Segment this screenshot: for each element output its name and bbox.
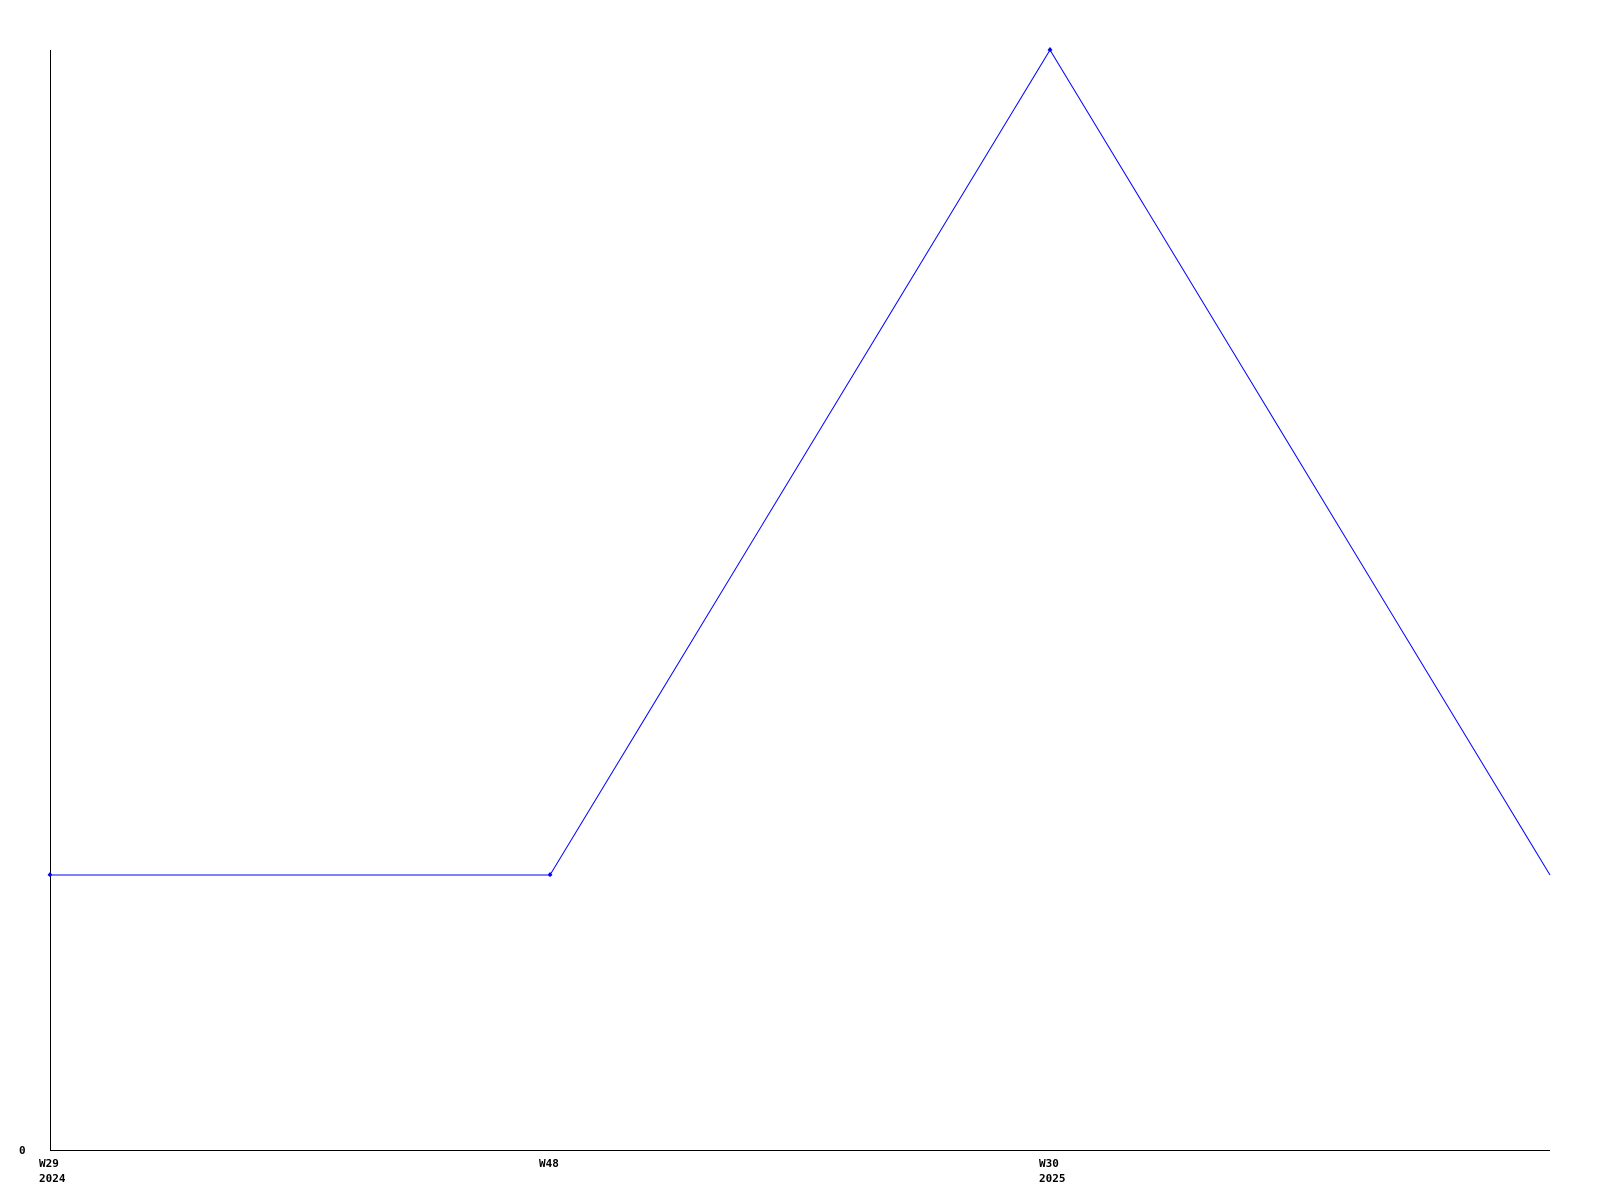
x-tick-label-week: W48 <box>539 1157 559 1170</box>
x-tick-label-year: 2025 <box>1039 1172 1066 1185</box>
x-tick-label-week: W29 <box>39 1157 59 1170</box>
x-tick-label-week: W30 <box>1039 1157 1059 1170</box>
data-point-marker <box>47 872 53 877</box>
x-tick-label-year: 2024 <box>39 1172 66 1185</box>
data-point-marker <box>1047 47 1053 52</box>
data-point-marker <box>547 872 553 877</box>
y-tick-label-0: 0 <box>19 1144 26 1157</box>
series-line <box>50 49 1551 876</box>
